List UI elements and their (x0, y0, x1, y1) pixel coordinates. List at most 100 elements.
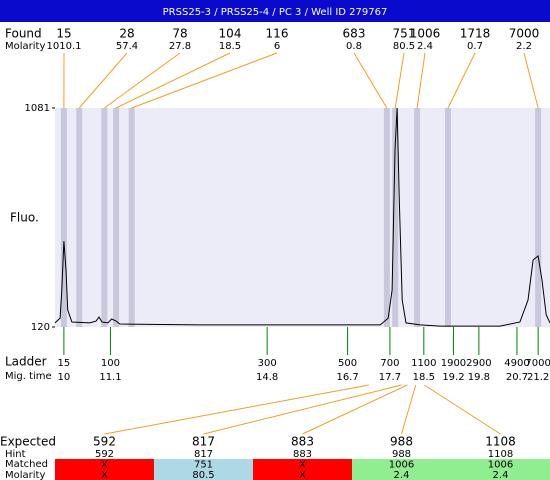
peak-band (113, 108, 120, 327)
peak-connector (416, 52, 426, 109)
peak-connector (353, 52, 388, 109)
peak-band (535, 108, 542, 327)
peak-connector (447, 52, 476, 109)
hint-value: 988 (392, 449, 411, 460)
found-molarity: 18.5 (219, 41, 241, 52)
matched-value: X (299, 460, 306, 471)
expected-connector (423, 384, 501, 435)
trace (54, 107, 550, 327)
found-size: 104 (219, 27, 242, 41)
molarity-label: Molarity (5, 470, 45, 480)
title-bar (0, 0, 550, 22)
mig-time-label: Mig. time (5, 371, 52, 382)
y-tick-label: 120 (31, 322, 50, 333)
match-cell (55, 459, 154, 480)
match-cell (154, 459, 253, 480)
ladder-time: 18.5 (413, 372, 435, 383)
peak-connector (78, 52, 128, 109)
hint-value: 592 (95, 449, 114, 460)
ladder-size: 4900 (504, 358, 529, 369)
hint-label: Hint (5, 449, 26, 460)
matched-molarity: X (101, 470, 108, 480)
match-cell (253, 459, 352, 480)
ladder-size: 2900 (466, 358, 491, 369)
found-molarity: 2.4 (417, 41, 433, 52)
matched-label: Matched (5, 459, 48, 470)
found-label: Found (5, 27, 42, 41)
y-tick-label: 1081 (25, 103, 50, 114)
found-molarity: 57.4 (116, 41, 138, 52)
hint-value: 1108 (488, 449, 513, 460)
peak-band (414, 108, 421, 327)
ladder-size: 100 (101, 358, 120, 369)
expected-value: 592 (93, 435, 116, 449)
peak-connector (115, 52, 231, 109)
found-size: 751 (393, 27, 416, 41)
matched-molarity: 2.4 (493, 470, 509, 480)
expected-connector (401, 384, 417, 435)
matched-value: 1006 (389, 460, 414, 471)
ladder-size: 7000 (525, 358, 550, 369)
ladder-time: 11.1 (99, 372, 121, 383)
peak-connector (394, 52, 405, 109)
expected-connector (302, 384, 408, 435)
expected-value: 988 (390, 435, 413, 449)
expected-value: 817 (192, 435, 215, 449)
expected-label: Expected (0, 435, 56, 449)
ladder-size: 500 (338, 358, 357, 369)
found-size: 7000 (509, 27, 540, 41)
found-molarity-label: Molarity (5, 41, 45, 52)
match-cell (451, 459, 550, 480)
ladder-time: 16.7 (336, 372, 358, 383)
matched-molarity: 2.4 (394, 470, 410, 480)
found-size: 78 (172, 27, 187, 41)
found-size: 15 (56, 27, 71, 41)
ladder-time: 14.8 (256, 372, 278, 383)
ladder-time: 17.7 (379, 372, 401, 383)
peak-band (392, 108, 399, 327)
ladder-time: 19.2 (442, 372, 464, 383)
found-size: 28 (119, 27, 134, 41)
peak-band (444, 108, 451, 327)
expected-value: 883 (291, 435, 314, 449)
hint-value: 817 (194, 449, 213, 460)
matched-molarity: X (299, 470, 306, 480)
peak-band (76, 108, 83, 327)
found-size: 683 (343, 27, 366, 41)
ladder-time: 20.7 (506, 372, 528, 383)
plot-background (55, 108, 550, 327)
ladder-time: 19.8 (468, 372, 490, 383)
peak-band (60, 108, 67, 327)
ladder-label: Ladder (5, 355, 47, 369)
match-cell (352, 459, 451, 480)
title: PRSS25-3 / PRSS25-4 / PC 3 / Well ID 279… (163, 7, 388, 18)
found-molarity: 0.7 (467, 41, 483, 52)
peak-band (383, 108, 390, 327)
found-molarity: 80.5 (393, 41, 415, 52)
expected-value: 1108 (485, 435, 516, 449)
found-molarity: 6 (274, 41, 280, 52)
found-molarity: 1010.1 (47, 41, 82, 52)
hint-value: 883 (293, 449, 312, 460)
found-molarity: 2.2 (516, 41, 532, 52)
peak-band (128, 108, 135, 327)
ladder-time: 10 (58, 372, 71, 383)
peak-connector (131, 52, 278, 109)
ladder-size: 15 (58, 358, 71, 369)
found-molarity: 0.8 (346, 41, 362, 52)
peak-band (101, 108, 108, 327)
matched-value: 751 (194, 460, 213, 471)
found-size: 1718 (460, 27, 491, 41)
matched-value: 1006 (488, 460, 513, 471)
ladder-time: 21.2 (527, 372, 549, 383)
expected-connector (203, 384, 402, 435)
ladder-size: 1900 (441, 358, 466, 369)
matched-molarity: 80.5 (192, 470, 214, 480)
matched-value: X (101, 460, 108, 471)
found-size: 1006 (410, 27, 441, 41)
found-size: 116 (266, 27, 289, 41)
expected-connector (104, 384, 369, 435)
ladder-size: 300 (258, 358, 277, 369)
y-axis-label: Fluo. (10, 211, 39, 225)
